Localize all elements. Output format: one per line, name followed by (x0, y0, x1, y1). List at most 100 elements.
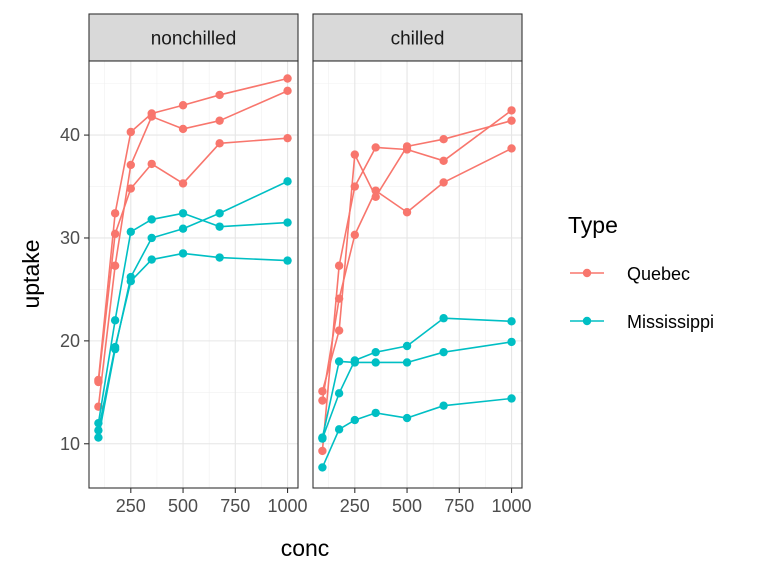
y-axis-title: uptake (18, 239, 44, 308)
data-point (350, 150, 359, 159)
series-mississippi-5 (94, 209, 292, 428)
data-point (318, 446, 327, 456)
x-tick-label: 1000 (492, 496, 532, 516)
data-point (215, 139, 224, 148)
series-mississippi-5 (318, 394, 516, 472)
data-point (439, 156, 448, 166)
data-point (402, 358, 412, 367)
x-tick-label: 250 (116, 496, 146, 516)
data-point (334, 357, 344, 366)
data-point (402, 142, 412, 151)
legend-title: Type (568, 212, 618, 238)
data-point (350, 415, 359, 425)
facet-panels: nonchilled 250 500 750 1000 10 20 30 40 chilled 25… (60, 13, 532, 516)
data-point (334, 326, 344, 335)
strip-header (312, 13, 523, 62)
data-point (94, 426, 103, 435)
data-point (110, 342, 120, 352)
panel-border (88, 60, 299, 489)
data-point (110, 209, 120, 218)
data-point (402, 208, 412, 217)
data-point (402, 341, 412, 351)
data-point (283, 177, 292, 186)
data-point (350, 358, 359, 367)
data-point (94, 375, 103, 385)
data-point (507, 337, 516, 347)
legend-label: Quebec (627, 264, 690, 284)
legend-entry-mississippi: Mississippi (570, 312, 714, 332)
x-tick-label: 1000 (268, 496, 308, 516)
panel-border (312, 60, 523, 489)
legend: Type Quebec Mississippi (568, 212, 714, 332)
data-point (283, 74, 292, 83)
data-point (371, 347, 380, 357)
data-point (371, 192, 380, 202)
strip-label: nonchilled (151, 29, 237, 50)
data-point (334, 425, 344, 434)
strip-label: chilled (391, 29, 445, 50)
data-point (215, 253, 224, 262)
data-point (215, 116, 224, 125)
series-quebec-3 (318, 116, 516, 396)
series-quebec-3 (94, 74, 292, 385)
data-point (110, 261, 120, 270)
data-point (283, 133, 292, 143)
panel-background (313, 61, 522, 488)
data-point (178, 124, 188, 134)
data-point (318, 387, 327, 396)
data-point (334, 389, 344, 398)
data-point (439, 401, 448, 410)
data-point (439, 178, 448, 187)
data-point (318, 433, 327, 442)
data-point (215, 222, 224, 231)
series-mississippi-6 (94, 249, 292, 435)
data-point (110, 316, 120, 325)
data-point (147, 215, 156, 224)
data-point (126, 227, 135, 236)
data-point (126, 160, 135, 170)
data-point (215, 90, 224, 100)
data-point (178, 209, 188, 218)
y-tick-label: 40 (60, 125, 80, 145)
data-point (283, 218, 292, 227)
data-point (334, 261, 344, 270)
data-point (371, 358, 380, 367)
legend-label: Mississippi (627, 312, 714, 332)
legend-key-point (582, 316, 592, 326)
x-tick-label: 750 (220, 496, 250, 516)
data-point (126, 184, 135, 193)
data-point (350, 230, 359, 240)
data-point (439, 134, 448, 144)
data-point (283, 256, 292, 265)
data-point (147, 233, 156, 243)
x-tick-label: 500 (168, 496, 198, 516)
data-point (94, 433, 103, 442)
data-point (178, 101, 188, 110)
data-point (507, 317, 516, 326)
data-point (94, 418, 103, 428)
y-tick-label: 20 (60, 331, 80, 351)
y-tick-label: 30 (60, 228, 80, 248)
series-mississippi-6 (318, 337, 516, 442)
legend-entry-quebec: Quebec (570, 264, 690, 284)
data-point (439, 347, 448, 357)
data-point (507, 106, 516, 115)
x-tick-label: 250 (340, 496, 370, 516)
y-tick-label: 10 (60, 434, 80, 454)
facet-panel-nonchilled: nonchilled 250 500 750 1000 10 20 30 40 (60, 13, 308, 516)
data-point (507, 394, 516, 403)
x-tick-label: 750 (444, 496, 474, 516)
data-point (507, 144, 516, 153)
data-point (147, 159, 156, 169)
panel-background (89, 61, 298, 488)
data-point (178, 179, 188, 188)
data-point (318, 396, 327, 405)
data-point (147, 109, 156, 118)
data-point (371, 408, 380, 418)
data-point (283, 86, 292, 96)
strip-header (88, 13, 299, 62)
data-point (318, 463, 327, 472)
data-point (371, 143, 380, 152)
legend-key-point (582, 268, 592, 278)
